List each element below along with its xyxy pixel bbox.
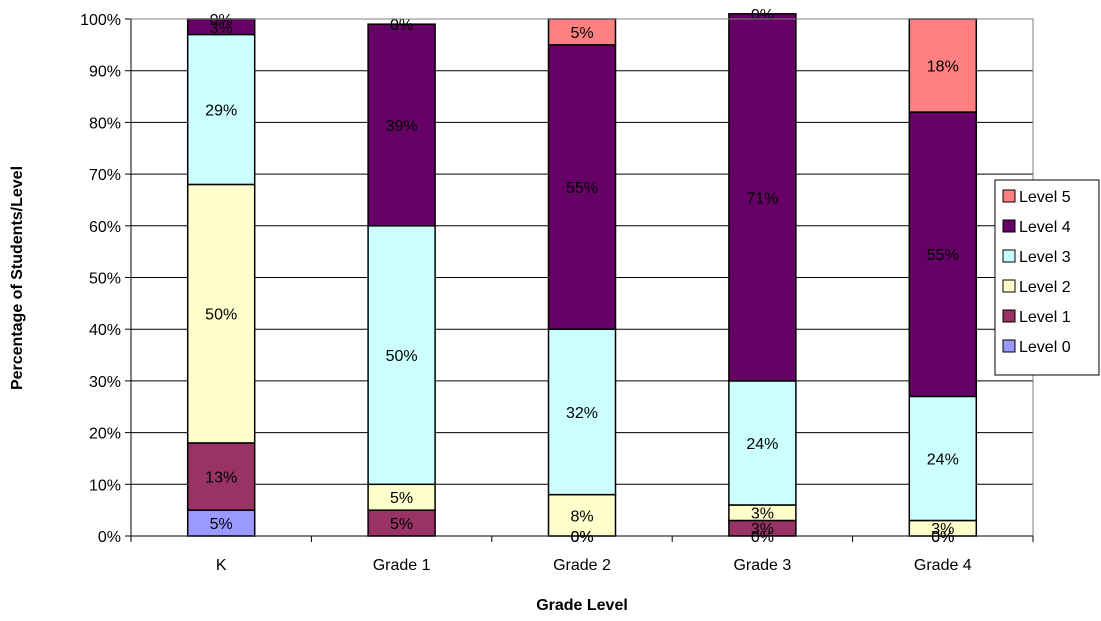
data-label: 5% [390, 516, 413, 533]
x-tick-label: K [216, 557, 227, 574]
data-label: 55% [566, 180, 598, 197]
legend-swatch [1002, 249, 1016, 263]
data-label: 50% [205, 307, 237, 324]
bar-segment [728, 380, 797, 506]
data-label: 29% [205, 102, 237, 119]
legend-label: Level 2 [1019, 279, 1071, 296]
x-axis-title: Grade Level [536, 597, 628, 614]
data-label: 50% [386, 348, 418, 365]
data-label: 0% [570, 529, 593, 546]
data-label: 0% [931, 529, 954, 546]
legend-label: Level 1 [1019, 309, 1071, 326]
data-label: 55% [927, 247, 959, 264]
bar-segment [547, 18, 617, 46]
legend-swatch [1002, 339, 1016, 353]
y-tick-label: 80% [89, 115, 121, 132]
data-label: 0% [751, 7, 774, 24]
bar-segment [547, 493, 617, 537]
legend-swatch [1002, 309, 1016, 323]
legend-swatch [1002, 189, 1016, 203]
bar-segment [908, 18, 978, 113]
data-label: 5% [570, 25, 593, 42]
bar-segment [367, 509, 436, 537]
axes: 0% 10% 20% 30% 40% 50% 60% 70% 80% 90% 100% K Grade … [80, 12, 1034, 574]
y-tick-label: 100% [80, 12, 121, 29]
data-label: 8% [570, 508, 593, 525]
y-tick-label: 40% [89, 322, 121, 339]
y-tick-label: 10% [89, 477, 121, 494]
legend: Level 5 Level 4 Level 3 Level 2 Level 1 Level… [994, 179, 1100, 376]
bar-segment [367, 23, 436, 227]
data-label: 0% [931, 529, 954, 546]
data-label: 24% [746, 436, 778, 453]
x-tick-label: Grade 3 [733, 557, 791, 574]
legend-label: Level 0 [1019, 339, 1071, 356]
y-tick-label: 50% [89, 271, 121, 288]
data-label: 13% [205, 470, 237, 487]
y-tick-label: 70% [89, 167, 121, 184]
legend-label: Level 5 [1019, 189, 1071, 206]
data-labels: 5%13%50%29%3%0%5%5%50%39%0%0%0%8%32%55%5… [205, 7, 959, 546]
y-tick-label: 30% [89, 374, 121, 391]
data-label: 0% [390, 17, 413, 34]
bar-segment [547, 328, 617, 496]
y-axis-title: Percentage of Students/Level [9, 166, 26, 390]
data-label: 71% [746, 190, 778, 207]
legend-swatch [1002, 279, 1016, 293]
y-tick-label: 60% [89, 219, 121, 236]
y-tick-label: 20% [89, 426, 121, 443]
data-label: 0% [210, 12, 233, 29]
data-label: 32% [566, 405, 598, 422]
legend-label: Level 4 [1019, 219, 1071, 236]
bar-segment [186, 33, 256, 186]
data-label: 24% [927, 451, 959, 468]
bar-segment [186, 183, 256, 444]
bars [186, 13, 978, 537]
y-tick-label: 90% [89, 64, 121, 81]
x-tick-label: Grade 1 [373, 557, 431, 574]
bar-segment [367, 483, 436, 511]
x-tick-label: Grade 2 [553, 557, 611, 574]
data-label: 3% [751, 521, 774, 538]
data-label: 18% [927, 59, 959, 76]
data-label: 0% [570, 529, 593, 546]
x-tick-label: Grade 4 [914, 557, 972, 574]
data-label: 39% [386, 118, 418, 135]
bar-segment [908, 111, 978, 398]
y-tick-label: 0% [98, 529, 121, 546]
data-label: 5% [210, 516, 233, 533]
bar-segment [908, 395, 978, 522]
bar-segment [367, 225, 436, 486]
data-label: 3% [210, 20, 233, 37]
legend-label: Level 3 [1019, 249, 1071, 266]
legend-swatch [1002, 219, 1016, 233]
data-label: 3% [931, 521, 954, 538]
data-label: 0% [751, 529, 774, 546]
data-label: 3% [751, 506, 774, 523]
data-label: 5% [390, 490, 413, 507]
bar-segment [728, 13, 797, 382]
